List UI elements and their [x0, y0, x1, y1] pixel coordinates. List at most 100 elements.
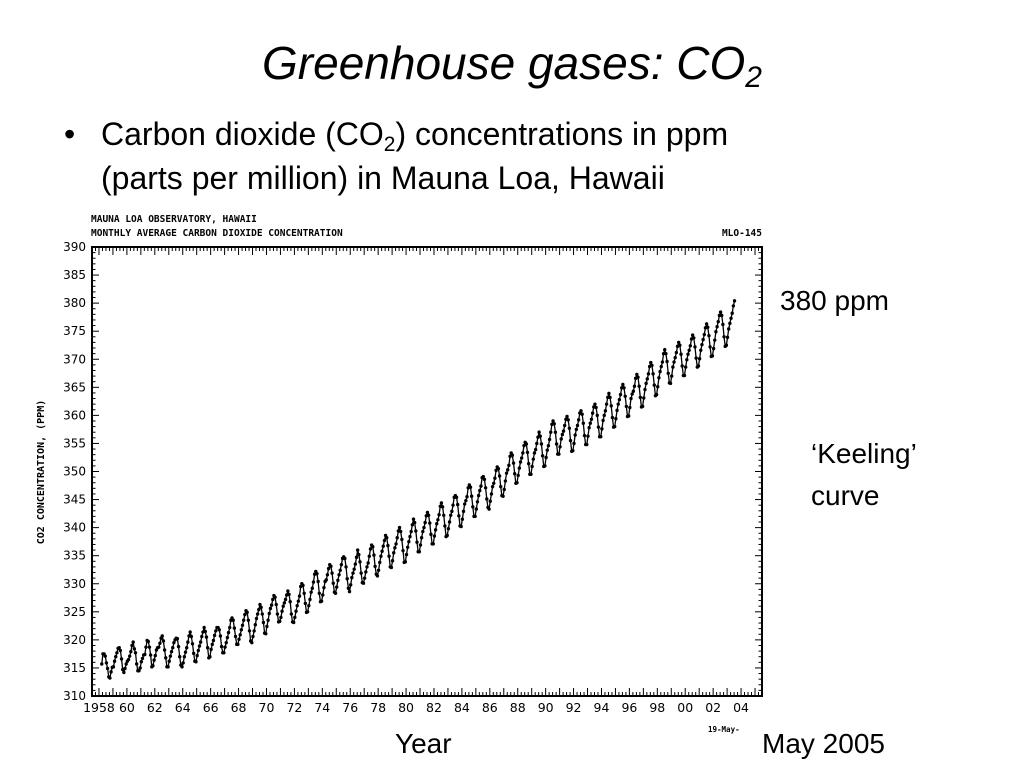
data-point: [481, 474, 485, 479]
data-point: [517, 466, 522, 470]
data-point: [682, 373, 687, 378]
data-point: [665, 359, 669, 364]
data-point: [343, 556, 347, 561]
data-point: [143, 652, 147, 657]
data-point: [108, 676, 112, 680]
data-point: [362, 576, 367, 580]
data-point: [432, 534, 437, 538]
data-point: [478, 488, 482, 493]
data-point: [146, 639, 150, 644]
y-tick-label: 390: [63, 240, 86, 254]
data-point: [366, 561, 370, 565]
data-point: [122, 670, 126, 675]
data-point: [138, 666, 142, 670]
data-point: [487, 507, 491, 511]
bullet-text: Carbon dioxide (CO2) concentrations in p…: [101, 112, 951, 200]
data-point: [372, 553, 376, 557]
data-point: [175, 637, 180, 641]
data-point: [680, 364, 684, 368]
data-point: [295, 603, 299, 608]
data-point: [310, 586, 314, 590]
data-point: [211, 638, 216, 643]
x-tick-label: 62: [147, 700, 163, 715]
y-tick-label: 335: [63, 549, 86, 563]
data-point: [381, 544, 385, 548]
data-point: [636, 375, 640, 379]
data-point: [692, 336, 696, 340]
data-point: [588, 421, 592, 425]
series-line: [101, 300, 736, 680]
data-point: [223, 645, 227, 649]
data-point: [730, 311, 734, 315]
data-point: [315, 571, 319, 576]
data-point: [475, 500, 480, 504]
data-point: [389, 565, 394, 570]
data-point: [459, 524, 463, 529]
data-point: [161, 639, 166, 643]
data-point: [464, 498, 468, 503]
data-point: [539, 442, 544, 446]
data-point: [410, 523, 415, 527]
data-point: [390, 559, 395, 563]
data-point: [404, 552, 409, 557]
data-point: [447, 520, 452, 524]
data-point: [575, 423, 580, 428]
data-point: [194, 660, 198, 664]
data-point: [153, 653, 157, 658]
data-point: [176, 644, 181, 649]
data-point: [468, 485, 473, 489]
data-point: [321, 593, 325, 597]
data-point: [725, 335, 730, 340]
data-point: [291, 620, 296, 625]
data-point: [317, 591, 321, 595]
data-point: [182, 655, 187, 659]
data-point: [123, 666, 127, 671]
data-point: [258, 602, 262, 607]
data-point: [267, 611, 271, 616]
data-point: [359, 571, 363, 575]
data-point: [212, 633, 217, 638]
data-point: [345, 577, 349, 581]
data-point: [271, 597, 275, 602]
data-point: [659, 364, 663, 369]
data-point: [266, 618, 270, 622]
data-point: [565, 414, 569, 419]
data-point: [603, 409, 608, 413]
data-point: [646, 372, 651, 376]
data-point: [405, 545, 410, 549]
data-point: [282, 601, 287, 605]
data-point: [449, 513, 453, 517]
bullet-line2: (parts per million) in Mauna Loa, Hawaii: [101, 160, 665, 196]
data-point: [606, 395, 610, 400]
data-point: [688, 344, 693, 348]
data-point: [437, 513, 441, 517]
data-point: [673, 355, 677, 360]
data-point: [382, 538, 387, 543]
x-tick-label: 96: [621, 700, 637, 715]
data-point: [166, 665, 170, 669]
data-point: [273, 595, 277, 599]
data-point: [545, 448, 549, 452]
data-point: [371, 545, 375, 549]
data-point: [403, 560, 408, 564]
data-point: [169, 649, 174, 654]
data-point: [385, 536, 389, 540]
data-point: [652, 383, 656, 387]
data-point: [354, 555, 359, 560]
data-point: [268, 606, 273, 611]
data-point: [417, 550, 422, 554]
data-point: [409, 529, 413, 534]
data-point: [376, 568, 381, 572]
data-point: [105, 666, 110, 671]
x-tick-label: 72: [286, 700, 302, 715]
data-point: [440, 505, 445, 509]
data-point: [720, 313, 724, 318]
data-point: [336, 578, 340, 583]
data-point: [367, 554, 371, 558]
data-point: [590, 411, 595, 415]
data-point: [326, 566, 331, 571]
data-point: [626, 414, 631, 418]
data-point: [191, 651, 196, 656]
data-point: [538, 434, 542, 438]
data-point: [214, 629, 218, 633]
